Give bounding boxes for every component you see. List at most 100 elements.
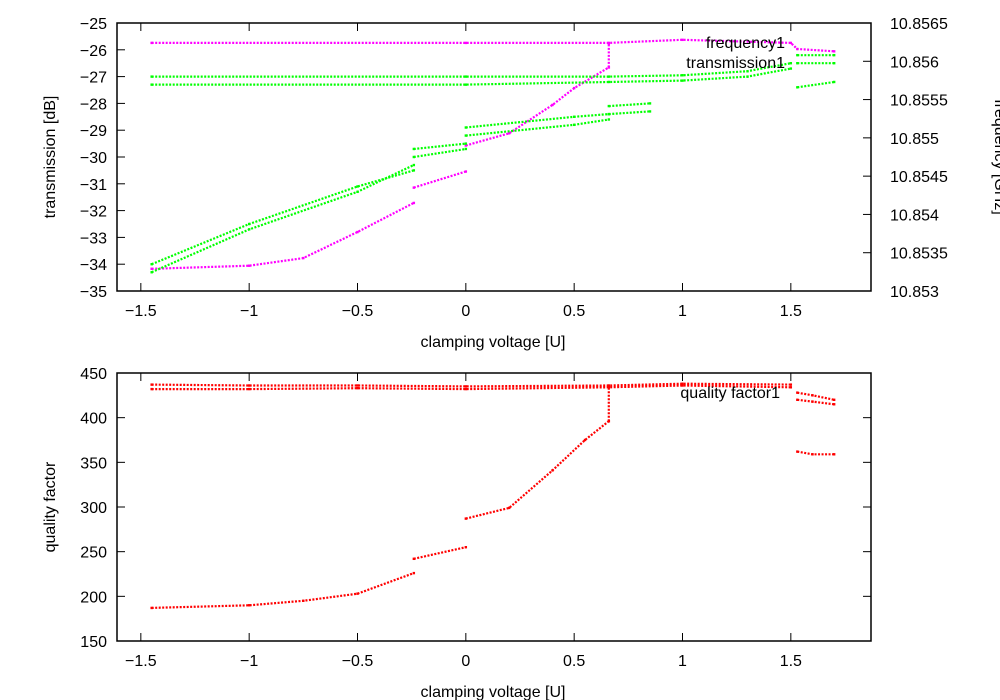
data-point xyxy=(247,384,251,387)
data-point xyxy=(551,469,554,472)
data-point xyxy=(464,83,468,86)
y2-tick-label: 10.8565 xyxy=(890,16,948,33)
data-point xyxy=(681,38,684,42)
x-tick-label: −1 xyxy=(240,303,258,320)
y2-tick-label: 10.8545 xyxy=(890,169,948,186)
series-line xyxy=(151,62,791,78)
data-point xyxy=(150,387,153,391)
series-line xyxy=(151,169,415,266)
data-point xyxy=(356,384,359,387)
data-point xyxy=(302,599,305,602)
series-line xyxy=(608,110,651,116)
data-point xyxy=(607,75,611,78)
y-tick-label: −28 xyxy=(80,96,107,113)
data-point xyxy=(150,271,153,274)
data-point xyxy=(302,256,305,260)
y-tick-label: −26 xyxy=(80,43,107,60)
series-line xyxy=(797,398,835,406)
x-tick-label: −1.5 xyxy=(125,303,157,320)
y2-tick-label: 10.855 xyxy=(890,131,939,148)
y-tick-label: −29 xyxy=(80,123,107,140)
data-point xyxy=(607,80,611,84)
data-point xyxy=(150,263,153,266)
legend-entry: quality factor1 xyxy=(680,385,780,402)
x-tick-label: 1 xyxy=(678,653,687,670)
data-point xyxy=(412,557,416,561)
x-tick-label: 1.5 xyxy=(780,653,802,670)
data-point xyxy=(746,70,749,73)
series-frequency1 xyxy=(150,38,836,270)
data-point xyxy=(832,53,836,57)
series-transmission1 xyxy=(150,53,836,274)
y-tick-label: −25 xyxy=(80,16,107,33)
data-point xyxy=(412,147,416,151)
data-point xyxy=(832,62,836,65)
y-tick-label: −27 xyxy=(80,70,107,87)
data-point xyxy=(681,74,684,77)
x-tick-label: 1.5 xyxy=(780,303,802,320)
data-point xyxy=(464,75,468,78)
y-tick-label: 250 xyxy=(80,545,107,562)
series-line xyxy=(413,147,466,159)
y-axis-label: quality factor xyxy=(42,461,59,552)
data-point xyxy=(607,112,611,116)
data-point xyxy=(648,110,652,113)
data-point xyxy=(607,420,611,423)
data-point xyxy=(607,104,611,108)
data-point xyxy=(247,222,251,226)
series-line xyxy=(465,66,610,147)
data-point xyxy=(607,118,611,121)
data-point xyxy=(607,385,611,388)
data-point xyxy=(356,190,359,194)
data-point xyxy=(464,385,468,388)
data-point xyxy=(832,398,836,401)
y-tick-label: 450 xyxy=(80,366,107,383)
data-point xyxy=(247,228,251,231)
data-point xyxy=(464,144,468,147)
legend-entry: transmission1 xyxy=(686,55,785,72)
data-point xyxy=(746,75,749,78)
x-tick-label: −1 xyxy=(240,653,258,670)
data-point xyxy=(464,147,468,151)
data-point xyxy=(572,115,576,118)
data-point xyxy=(150,383,153,386)
y-tick-label: −32 xyxy=(80,204,107,221)
y-tick-label: −34 xyxy=(80,257,107,274)
y2-tick-label: 10.853 xyxy=(890,284,939,301)
data-point xyxy=(464,170,468,173)
series-line xyxy=(797,450,835,456)
series-line xyxy=(797,80,835,89)
data-point xyxy=(789,62,793,65)
data-point xyxy=(789,67,793,70)
data-point xyxy=(356,185,359,188)
data-point xyxy=(572,86,576,90)
data-point xyxy=(150,83,153,86)
data-point xyxy=(811,400,814,403)
series-line xyxy=(151,67,791,86)
y-tick-label: 200 xyxy=(80,589,107,606)
data-point xyxy=(648,102,652,105)
y-tick-label: 300 xyxy=(80,500,107,517)
data-point xyxy=(150,41,153,45)
data-point xyxy=(507,132,511,135)
y2-tick-label: 10.8555 xyxy=(890,93,948,110)
y-tick-label: −33 xyxy=(80,230,107,247)
data-point xyxy=(796,391,799,394)
data-point xyxy=(681,79,684,82)
series-line xyxy=(608,102,651,108)
x-tick-label: −0.5 xyxy=(342,303,374,320)
series-line xyxy=(797,391,835,401)
y-axis-label: transmission [dB] xyxy=(42,96,59,219)
data-point xyxy=(247,604,251,607)
data-point xyxy=(832,453,836,456)
data-point xyxy=(832,50,836,53)
data-point xyxy=(796,450,799,453)
data-point xyxy=(464,142,468,145)
y2-tick-label: 10.854 xyxy=(890,207,939,224)
series-line xyxy=(465,118,609,137)
data-point xyxy=(832,403,836,406)
x-axis-label: clamping voltage [U] xyxy=(421,684,566,700)
data-point xyxy=(464,387,468,391)
data-point xyxy=(150,267,153,270)
data-point xyxy=(583,438,587,442)
